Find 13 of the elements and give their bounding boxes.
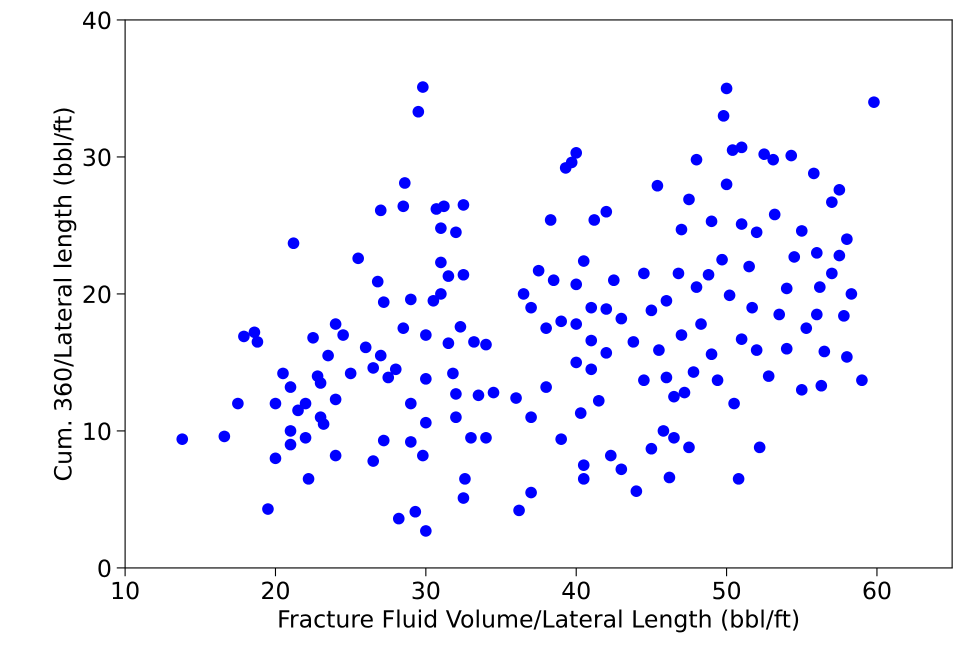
x-tick-label: 60	[864, 582, 890, 600]
x-axis-title: Fracture Fluid Volume/Lateral Length (bbl/ft)	[279, 610, 798, 632]
y-axis-title: Cum. 360/Lateral length (bbl/ft)	[53, 108, 76, 480]
y-tick-label: 40	[83, 11, 110, 30]
x-tick-label: 30	[412, 582, 440, 600]
y-tick-label: 0	[98, 559, 110, 578]
y-tick-label: 20	[84, 285, 110, 304]
x-tick-label: 10	[112, 582, 139, 600]
x-tick-label: 20	[262, 582, 289, 600]
y-tick-label: 10	[84, 422, 110, 440]
x-tick-label: 50	[713, 582, 740, 600]
x-tick-label: 40	[562, 582, 590, 600]
y-tick-label: 30	[84, 148, 110, 166]
